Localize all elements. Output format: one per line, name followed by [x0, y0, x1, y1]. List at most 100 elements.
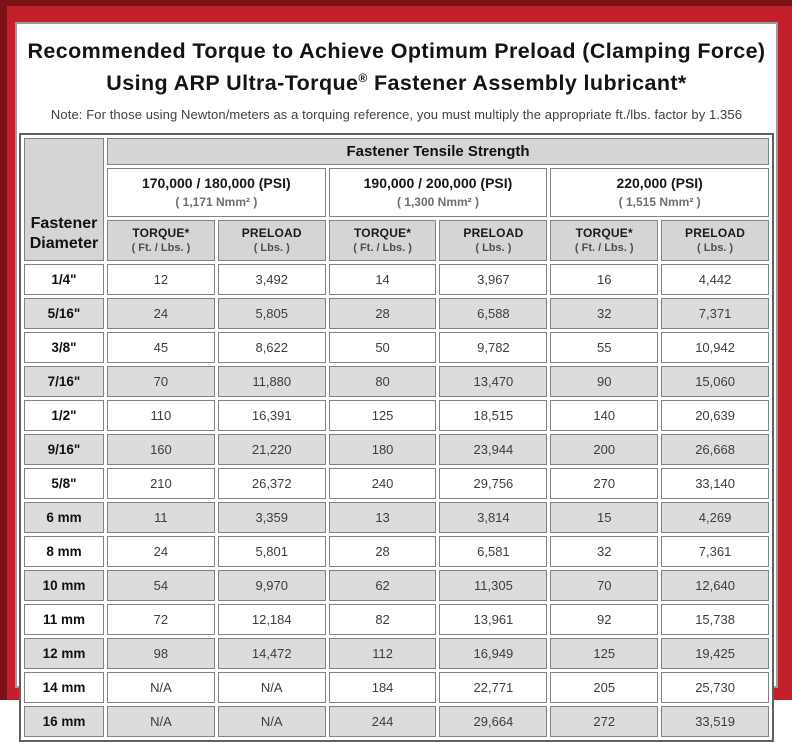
table-body: 1/4" 12 3,492 14 3,967 16 4,442 5/16" 24 5,805 28 6… — [24, 264, 769, 738]
diameter-cell: 1/4" — [24, 264, 104, 296]
value-cell: 26,668 — [661, 434, 769, 466]
psi-rating: 190,000 / 200,000 (PSI) — [363, 175, 513, 192]
value-cell: 272 — [550, 706, 659, 738]
value-cell: 15,060 — [661, 366, 769, 398]
value-cell: 22,771 — [439, 672, 548, 704]
diameter-cell: 14 mm — [24, 672, 104, 704]
psi-rating: 220,000 (PSI) — [616, 175, 703, 192]
diameter-cell: 5/8" — [24, 468, 104, 500]
value-cell: 270 — [550, 468, 659, 500]
column-header-label: PRELOAD — [685, 226, 746, 241]
title-line-2-end: Fastener Assembly lubricant* — [367, 71, 687, 96]
diameter-cell: 8 mm — [24, 536, 104, 568]
corner-header-fastener-diameter: Fastener Diameter — [24, 138, 104, 262]
column-header-preload-1: PRELOAD( Lbs. ) — [217, 220, 326, 262]
value-cell: 7,371 — [661, 298, 769, 330]
value-cell: 240 — [328, 468, 437, 500]
value-cell: 112 — [328, 638, 437, 670]
column-header-preload-3: PRELOAD( Lbs. ) — [439, 220, 548, 262]
value-cell: 20,639 — [661, 400, 769, 432]
value-cell: 19,425 — [661, 638, 769, 670]
diameter-cell: 16 mm — [24, 706, 104, 738]
nmm-rating: ( 1,515 Nmm² ) — [618, 195, 701, 210]
table-row: 6 mm 11 3,359 13 3,814 15 4,269 — [24, 502, 769, 534]
diameter-cell: 3/8" — [24, 332, 104, 364]
value-cell: 90 — [550, 366, 659, 398]
value-cell: 184 — [328, 672, 437, 704]
value-cell: 80 — [328, 366, 437, 398]
value-cell: 244 — [328, 706, 437, 738]
table-row: 11 mm 72 12,184 82 13,961 92 15,738 — [24, 604, 769, 636]
table-row: 8 mm 24 5,801 28 6,581 32 7,361 — [24, 536, 769, 568]
value-cell: 4,442 — [661, 264, 769, 296]
table-row: 7/16" 70 11,880 80 13,470 90 15,060 — [24, 366, 769, 398]
value-cell: 70 — [107, 366, 215, 398]
value-cell: 28 — [328, 298, 437, 330]
value-cell: 125 — [550, 638, 659, 670]
value-cell: 5,805 — [217, 298, 326, 330]
value-cell: N/A — [107, 672, 215, 704]
value-cell: 210 — [107, 468, 215, 500]
value-cell: 110 — [107, 400, 215, 432]
column-header-preload-5: PRELOAD( Lbs. ) — [661, 220, 769, 262]
column-header-units: ( Ft. / Lbs. ) — [353, 242, 412, 255]
value-cell: N/A — [217, 706, 326, 738]
column-header-torque-2: TORQUE*( Ft. / Lbs. ) — [328, 220, 437, 262]
strength-group-header-1: 190,000 / 200,000 (PSI) ( 1,300 Nmm² ) — [328, 168, 548, 218]
column-header-units: ( Ft. / Lbs. ) — [131, 242, 191, 255]
value-cell: 15,738 — [661, 604, 769, 636]
value-cell: 140 — [550, 400, 659, 432]
value-cell: 92 — [550, 604, 659, 636]
value-cell: 5,801 — [217, 536, 326, 568]
column-header-label: PRELOAD — [463, 226, 524, 241]
value-cell: 50 — [328, 332, 437, 364]
value-cell: 12 — [107, 264, 215, 296]
table-row: 14 mm N/A N/A 184 22,771 205 25,730 — [24, 672, 769, 704]
table-row: 16 mm N/A N/A 244 29,664 272 33,519 — [24, 706, 769, 738]
column-header-label: TORQUE* — [132, 226, 190, 241]
table-row: 9/16" 160 21,220 180 23,944 200 26,668 — [24, 434, 769, 466]
value-cell: 13,961 — [439, 604, 548, 636]
value-cell: 11 — [107, 502, 215, 534]
value-cell: 160 — [107, 434, 215, 466]
value-cell: 200 — [550, 434, 659, 466]
value-cell: 180 — [328, 434, 437, 466]
diameter-cell: 1/2" — [24, 400, 104, 432]
content-panel: Recommended Torque to Achieve Optimum Pr… — [15, 22, 778, 742]
value-cell: 62 — [328, 570, 437, 602]
nmm-rating: ( 1,171 Nmm² ) — [175, 195, 258, 210]
table-head: Fastener Diameter Fastener Tensile Strengt… — [24, 138, 769, 262]
column-header-label: PRELOAD — [241, 226, 302, 241]
value-cell: 12,184 — [217, 604, 326, 636]
strength-group-header-0: 170,000 / 180,000 (PSI) ( 1,171 Nmm² ) — [107, 168, 326, 218]
value-cell: N/A — [217, 672, 326, 704]
value-cell: 11,880 — [217, 366, 326, 398]
diameter-cell: 6 mm — [24, 502, 104, 534]
value-cell: 32 — [550, 298, 659, 330]
value-cell: 8,622 — [217, 332, 326, 364]
value-cell: 3,814 — [439, 502, 548, 534]
value-cell: 125 — [328, 400, 437, 432]
column-header-units: ( Lbs. ) — [253, 242, 290, 255]
page-title: Recommended Torque to Achieve Optimum Pr… — [25, 38, 768, 97]
value-cell: 18,515 — [439, 400, 548, 432]
value-cell: 9,782 — [439, 332, 548, 364]
value-cell: 16 — [550, 264, 659, 296]
value-cell: 28 — [328, 536, 437, 568]
value-cell: 21,220 — [217, 434, 326, 466]
value-cell: 32 — [550, 536, 659, 568]
value-cell: 3,492 — [217, 264, 326, 296]
nmm-rating: ( 1,300 Nmm² ) — [396, 195, 479, 210]
torque-preload-table: Fastener Diameter Fastener Tensile Strengt… — [19, 133, 774, 742]
value-cell: 3,967 — [439, 264, 548, 296]
column-header-units: ( Ft. / Lbs. ) — [574, 242, 634, 255]
table-row: 1/2" 110 16,391 125 18,515 140 20,639 — [24, 400, 769, 432]
value-cell: 3,359 — [217, 502, 326, 534]
value-cell: 29,664 — [439, 706, 548, 738]
title-line-1: Recommended Torque to Achieve Optimum Pr… — [27, 39, 766, 63]
title-block: Recommended Torque to Achieve Optimum Pr… — [19, 24, 774, 133]
value-cell: 55 — [550, 332, 659, 364]
table-row: 3/8" 45 8,622 50 9,782 55 10,942 — [24, 332, 769, 364]
value-cell: 16,391 — [217, 400, 326, 432]
